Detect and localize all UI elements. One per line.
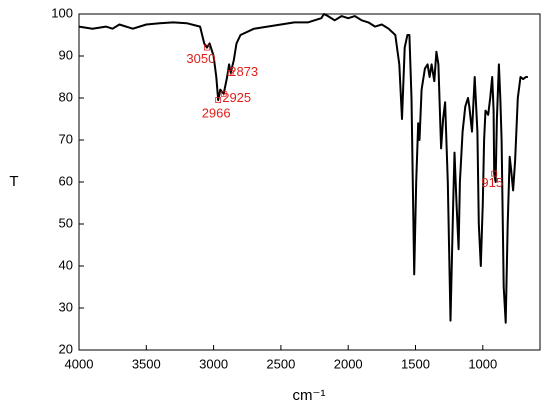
x-tick-label: 1000 [468,356,497,371]
x-tick-label: 1500 [401,356,430,371]
y-axis-label: T [9,173,18,190]
y-tick-label: 60 [59,173,73,188]
x-tick-label: 4000 [65,356,94,371]
y-tick-label: 20 [59,341,73,356]
x-tick-label: 3500 [132,356,161,371]
y-tick-label: 90 [59,47,73,62]
plot-frame [78,13,541,351]
y-tick-label: 80 [59,89,73,104]
annotation-marker [203,44,210,51]
x-tick-label: 2000 [334,356,363,371]
x-tick-label: 2500 [266,356,295,371]
x-tick-label: 3000 [199,356,228,371]
annotation-marker [227,69,234,76]
annotation-marker [491,170,498,177]
y-tick-label: 40 [59,257,73,272]
annotation-label: 3050 [186,51,215,66]
spectrum-line [78,13,528,324]
annotation-marker [215,97,222,103]
y-tick-label: 50 [59,215,73,230]
x-axis-label: cm⁻¹ [293,387,326,404]
annotation-label: 2873 [229,64,258,79]
annotation-marker [220,90,227,97]
y-tick-label: 30 [59,299,73,314]
y-tick-label: 70 [59,131,73,146]
annotation-label: 2925 [222,90,251,105]
annotation-label: 915 [481,175,503,190]
y-tick-label: 100 [51,5,73,20]
annotation-label: 2966 [202,106,231,121]
